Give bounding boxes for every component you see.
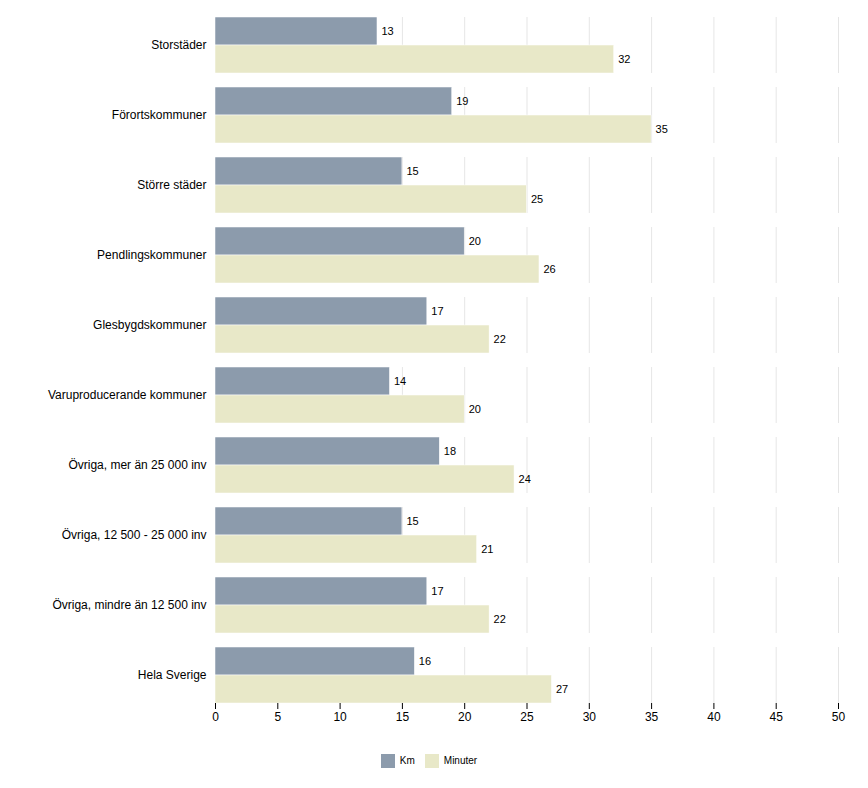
svg-text:35: 35 — [656, 123, 668, 135]
svg-text:24: 24 — [519, 473, 531, 485]
svg-text:13: 13 — [381, 25, 393, 37]
svg-text:45: 45 — [770, 710, 784, 724]
svg-text:10: 10 — [333, 710, 347, 724]
svg-text:15: 15 — [406, 515, 418, 527]
svg-text:50: 50 — [832, 710, 846, 724]
svg-text:27: 27 — [556, 683, 568, 695]
svg-text:15: 15 — [396, 710, 410, 724]
svg-text:22: 22 — [494, 333, 506, 345]
svg-text:Glesbygdskommuner: Glesbygdskommuner — [93, 318, 206, 332]
svg-text:0: 0 — [212, 710, 219, 724]
svg-text:Förortskommuner: Förortskommuner — [112, 108, 207, 122]
svg-text:20: 20 — [469, 403, 481, 415]
svg-text:20: 20 — [469, 235, 481, 247]
svg-text:Hela Sverige: Hela Sverige — [138, 668, 207, 682]
svg-text:15: 15 — [406, 165, 418, 177]
svg-text:17: 17 — [431, 305, 443, 317]
svg-text:19: 19 — [456, 95, 468, 107]
svg-text:14: 14 — [394, 375, 406, 387]
svg-text:16: 16 — [419, 655, 431, 667]
svg-text:18: 18 — [444, 445, 456, 457]
svg-text:21: 21 — [481, 543, 493, 555]
svg-text:17: 17 — [431, 585, 443, 597]
svg-text:Större städer: Större städer — [137, 178, 206, 192]
svg-text:Övriga, mindre än 12 500 inv: Övriga, mindre än 12 500 inv — [52, 598, 206, 612]
svg-text:30: 30 — [583, 710, 597, 724]
svg-text:35: 35 — [645, 710, 659, 724]
svg-text:32: 32 — [618, 53, 630, 65]
svg-text:40: 40 — [707, 710, 721, 724]
svg-text:25: 25 — [531, 193, 543, 205]
svg-text:26: 26 — [543, 263, 555, 275]
svg-text:25: 25 — [520, 710, 534, 724]
svg-text:20: 20 — [458, 710, 472, 724]
svg-text:22: 22 — [494, 613, 506, 625]
html-text:Minuter: Minuter — [443, 755, 478, 766]
html-text:Km: Km — [399, 755, 415, 766]
svg-text:Storstäder: Storstäder — [151, 38, 206, 52]
svg-text:Övriga, mer än 25 000 inv: Övriga, mer än 25 000 inv — [68, 458, 206, 472]
svg-text:Varuproducerande kommuner: Varuproducerande kommuner — [48, 388, 207, 402]
svg-text:Pendlingskommuner: Pendlingskommuner — [97, 248, 206, 262]
svg-text:5: 5 — [274, 710, 281, 724]
svg-text:Övriga, 12 500 - 25 000 inv: Övriga, 12 500 - 25 000 inv — [62, 528, 207, 542]
